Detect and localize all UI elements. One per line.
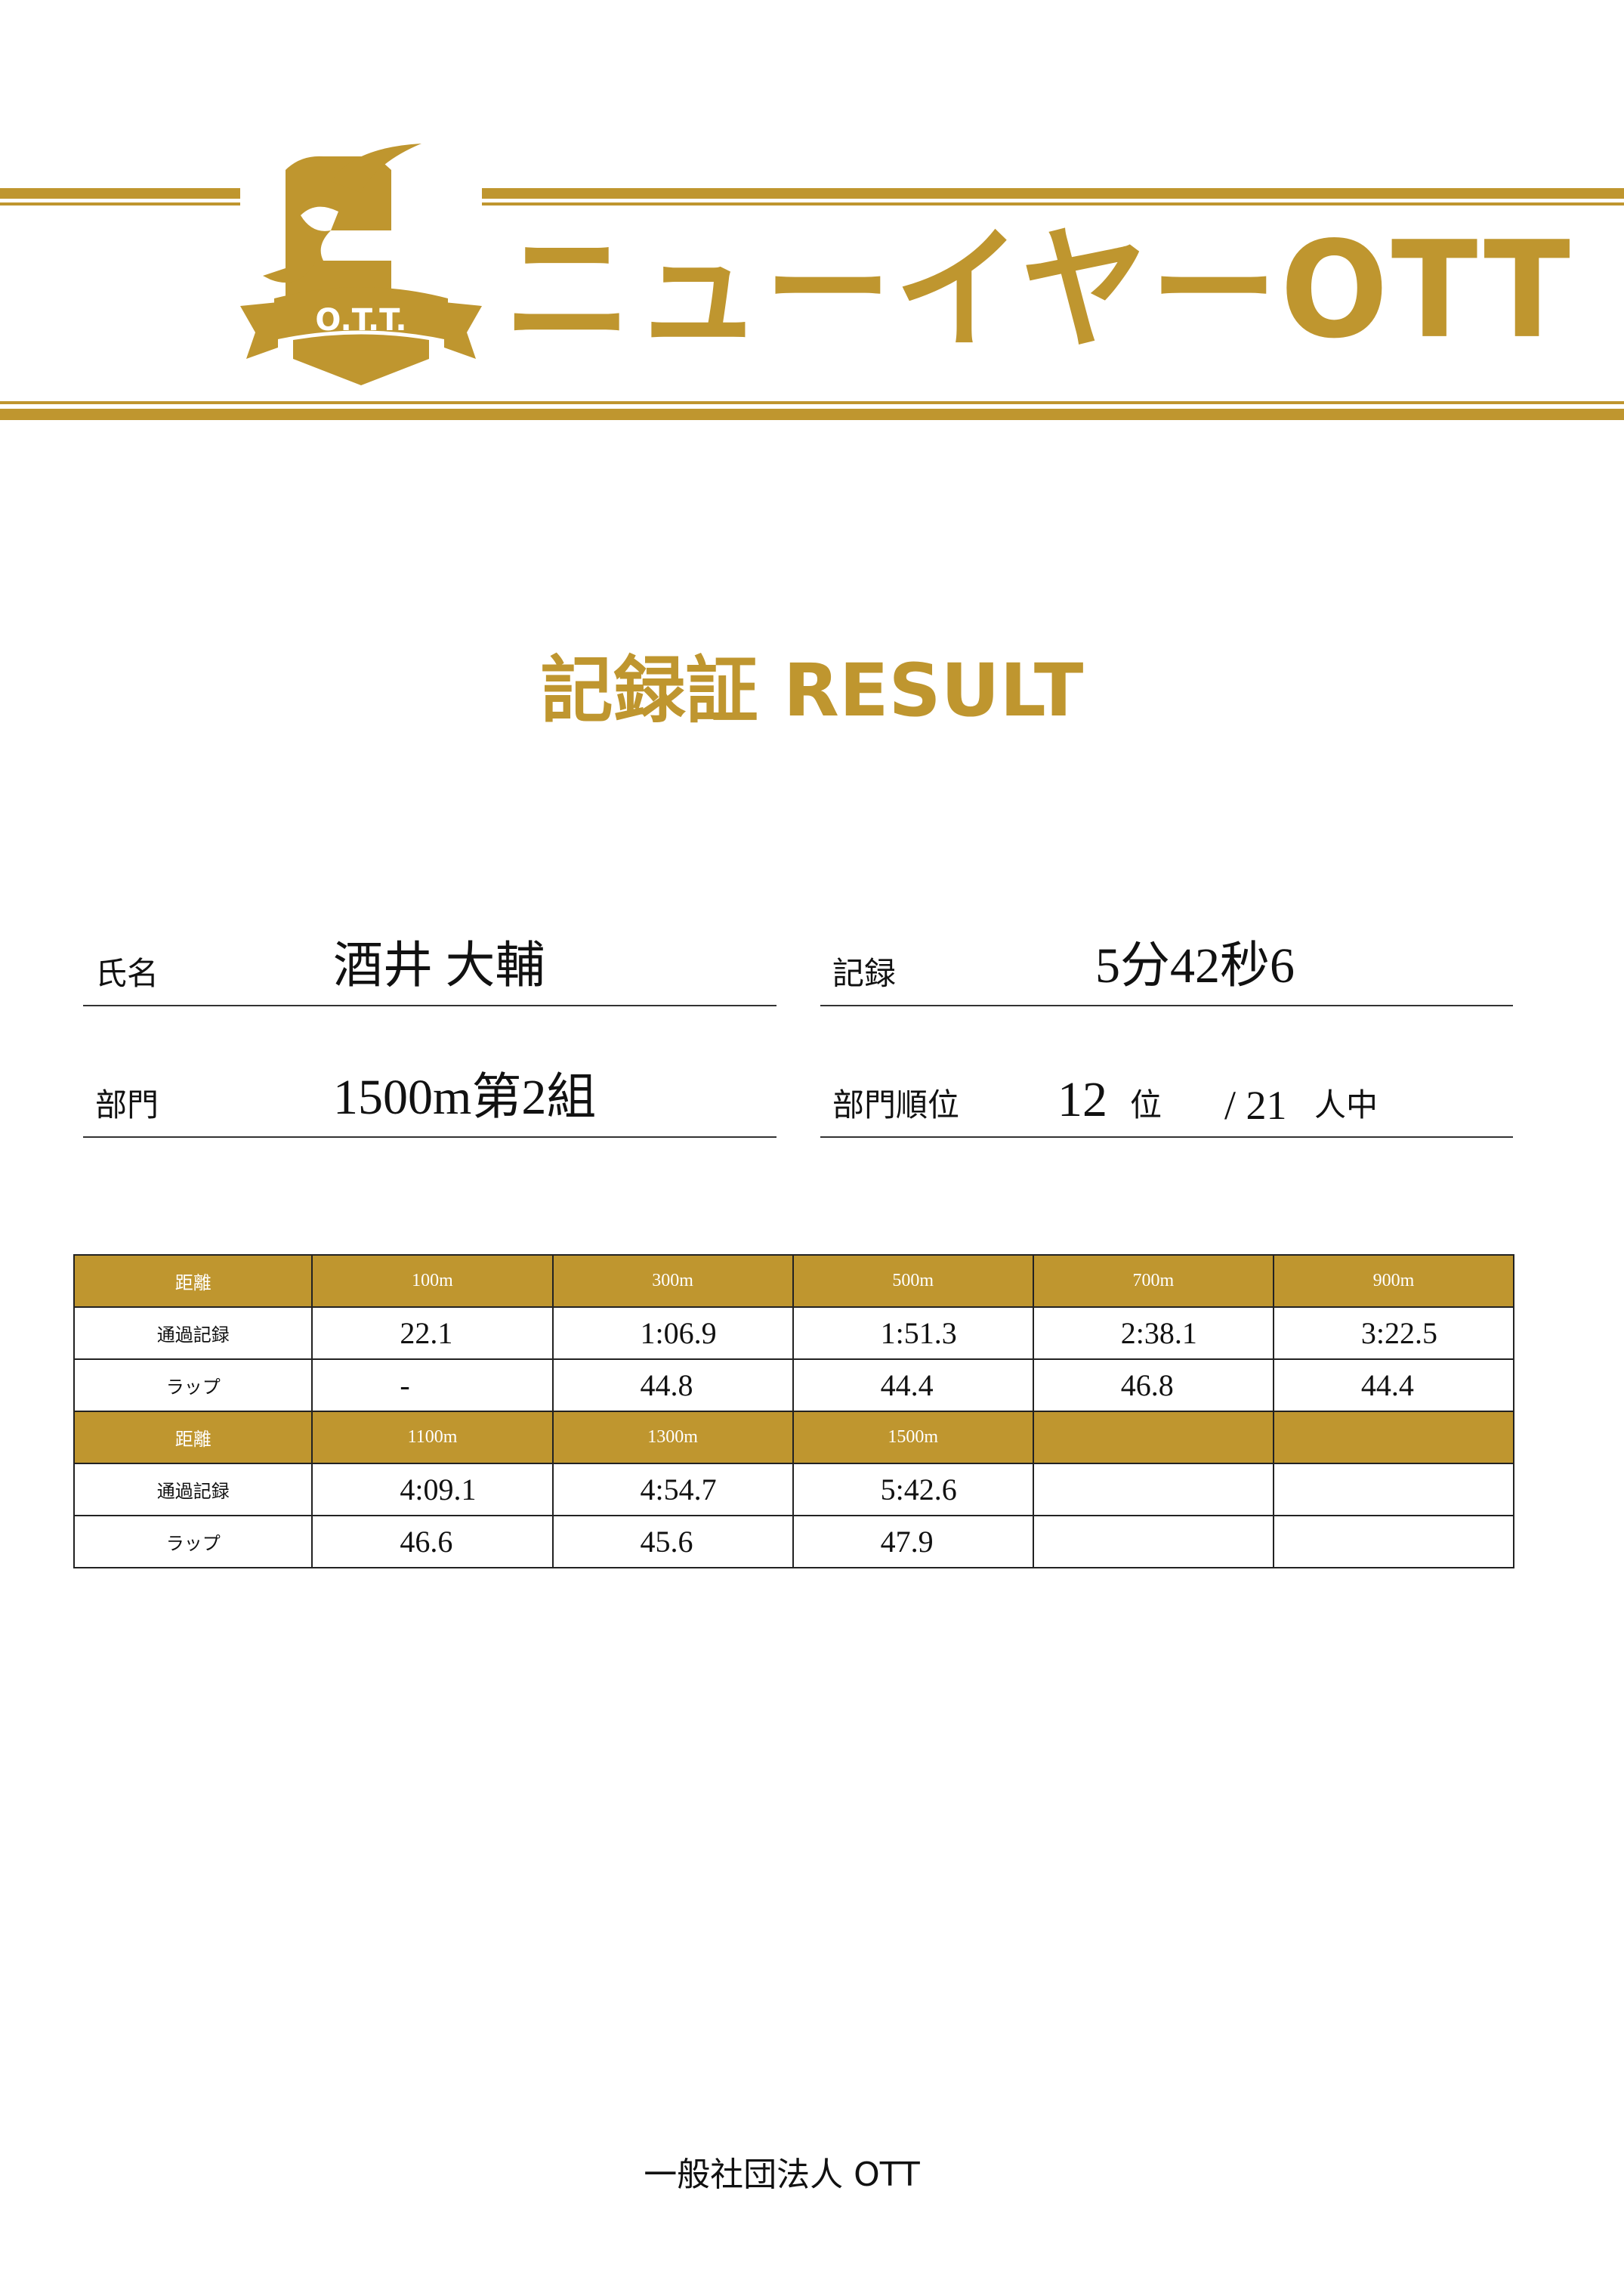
- header-line-top-thick: [437, 188, 1624, 199]
- lap-row-cell: 44.8: [551, 1358, 794, 1412]
- header-line-bottom-thick: [0, 409, 1624, 420]
- lap-row-cell: 44.4: [792, 1358, 1034, 1412]
- rank-label: 部門順位: [832, 1086, 960, 1123]
- ott-deer-emblem-logo: O.T.T.: [240, 140, 482, 389]
- lap-row: ラップ 46.6 45.6 47.9: [73, 1515, 1515, 1568]
- passing-row-cell: 4:09.1: [311, 1463, 554, 1516]
- brand-title-text: ニューイヤーOTT: [505, 212, 1573, 368]
- passing-row-label: 通過記録: [73, 1463, 313, 1516]
- rank-unit: 位: [1130, 1086, 1162, 1123]
- division-field: 部門 1500m第2組: [83, 1070, 776, 1138]
- passing-row-label: 通過記録: [73, 1306, 313, 1360]
- split-times-table: 距離 100m 300m 500m 700m 900m 通過記録 22.1 1:06.9 1:51…: [73, 1254, 1515, 1568]
- distance-row-cell: 900m: [1272, 1254, 1515, 1308]
- lap-row-label: ラップ: [73, 1358, 313, 1412]
- passing-row-cell: 4:54.7: [551, 1463, 794, 1516]
- distance-row-cell: 1100m: [311, 1411, 554, 1464]
- lap-row-cell: -: [311, 1358, 554, 1412]
- distance-row-cell: 1300m: [551, 1411, 794, 1464]
- division-label: 部門: [95, 1086, 159, 1123]
- lap-row-cell: 46.6: [311, 1515, 554, 1568]
- distance-row-cell: 100m: [311, 1254, 554, 1308]
- lap-row-cell: 46.8: [1032, 1358, 1274, 1412]
- passing-row-cell: [1272, 1463, 1515, 1516]
- header-line-top-thin: [0, 202, 278, 206]
- record-value: 5分42秒6: [1095, 938, 1295, 994]
- distance-row-cell: [1032, 1411, 1274, 1464]
- passing-row-cell: 3:22.5: [1272, 1306, 1515, 1360]
- passing-row-cell: 1:06.9: [551, 1306, 794, 1360]
- header-line-top-thick: [0, 188, 278, 199]
- footer-organization: 一般社団法人 OTT: [644, 2155, 920, 2194]
- passing-row-cell: [1032, 1463, 1274, 1516]
- passing-row: 通過記録 4:09.1 4:54.7 5:42.6: [73, 1463, 1515, 1516]
- distance-row-label: 距離: [73, 1254, 313, 1308]
- header-line-top-thin: [437, 202, 1624, 206]
- name-label: 氏名: [95, 955, 159, 992]
- distance-row-label: 距離: [73, 1411, 313, 1464]
- passing-row-cell: 1:51.3: [792, 1306, 1034, 1360]
- lap-row: ラップ -44.8 44.4 46.8 44.4: [73, 1358, 1515, 1412]
- lap-row-label: ラップ: [73, 1515, 313, 1568]
- lap-row-cell: [1032, 1515, 1274, 1568]
- rank-field: 部門順位 12 位 / 21 人中: [820, 1072, 1513, 1138]
- rank-total-unit: 人中: [1314, 1086, 1379, 1123]
- rank-value: 12: [1057, 1072, 1107, 1127]
- rank-total: / 21: [1224, 1083, 1287, 1128]
- distance-row-cell: [1272, 1411, 1515, 1464]
- distance-row-cell: 300m: [551, 1254, 794, 1308]
- page-title: 記録証 RESULT: [540, 648, 1084, 733]
- record-label: 記録: [832, 955, 897, 992]
- distance-row: 距離 100m 300m 500m 700m 900m: [73, 1254, 1515, 1308]
- name-value: 酒井 大輔: [333, 938, 545, 994]
- header-line-bottom-thin: [0, 401, 1624, 404]
- distance-row-cell: 700m: [1032, 1254, 1274, 1308]
- lap-row-cell: 47.9: [792, 1515, 1034, 1568]
- passing-row: 通過記録 22.1 1:06.9 1:51.3 2:38.1 3:22.5: [73, 1306, 1515, 1360]
- passing-row-cell: 5:42.6: [792, 1463, 1034, 1516]
- distance-row-cell: 500m: [792, 1254, 1034, 1308]
- lap-row-cell: [1272, 1515, 1515, 1568]
- distance-row: 距離 1100m 1300m 1500m: [73, 1411, 1515, 1464]
- passing-row-cell: 22.1: [311, 1306, 554, 1360]
- brand-title: ニューイヤーOTT: [505, 224, 1573, 357]
- division-value: 1500m第2組: [333, 1070, 597, 1125]
- passing-row-cell: 2:38.1: [1032, 1306, 1274, 1360]
- distance-row-cell: 1500m: [792, 1411, 1034, 1464]
- name-field: 氏名 酒井 大輔: [83, 938, 776, 1006]
- record-field: 記録 5分42秒6: [820, 938, 1513, 1006]
- lap-row-cell: 44.4: [1272, 1358, 1515, 1412]
- logo-text: O.T.T.: [315, 303, 406, 338]
- lap-row-cell: 45.6: [551, 1515, 794, 1568]
